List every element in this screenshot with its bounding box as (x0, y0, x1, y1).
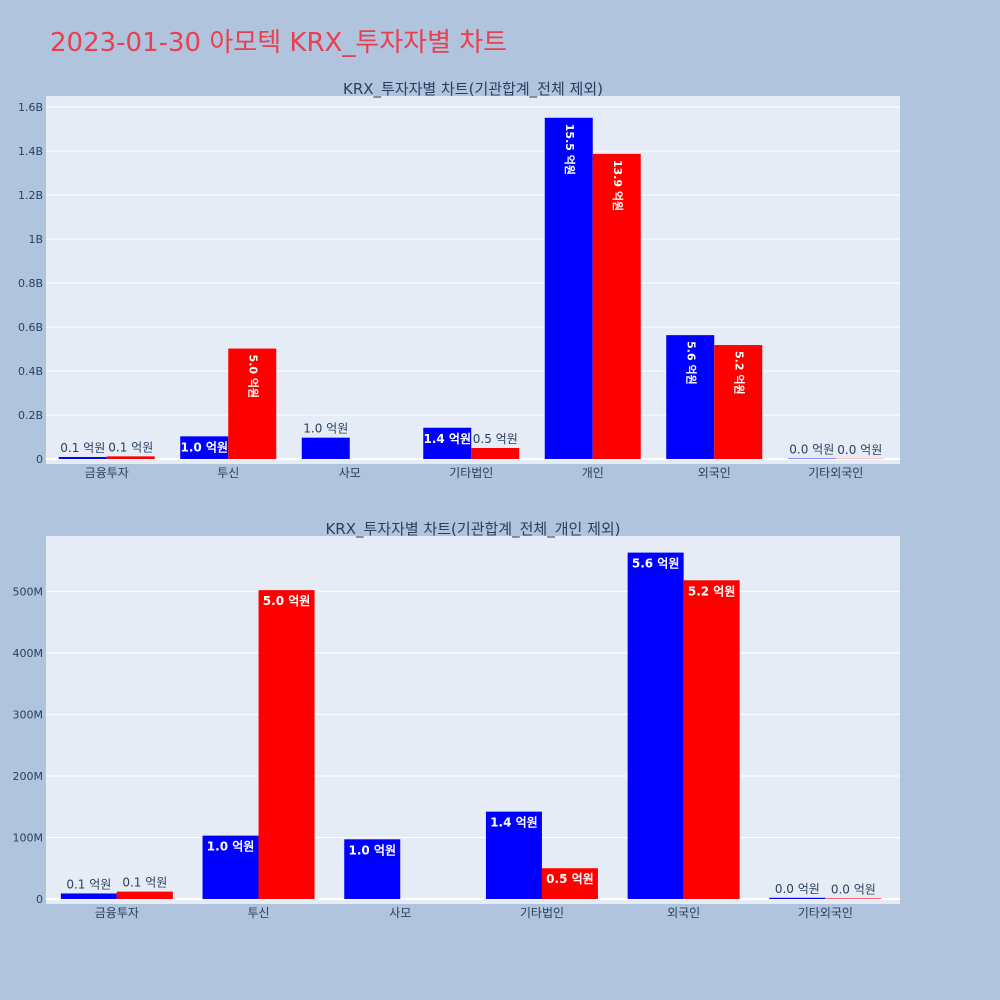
y-tick-label: 400M (13, 647, 44, 660)
data-label: 15.5 억원 (563, 124, 577, 175)
y-tick-label: 300M (13, 708, 44, 721)
bar-blue (202, 835, 259, 899)
bar-blue (58, 457, 107, 459)
data-label: 0.1 억원 (60, 441, 105, 455)
data-label: 5.6 억원 (632, 557, 680, 571)
x-tick-label: 기타외국인 (808, 466, 863, 480)
data-label: 0.0 억원 (831, 882, 876, 896)
x-tick-label: 투신 (248, 906, 270, 920)
data-label: 0.0 억원 (837, 443, 882, 457)
y-tick-label: 0.2B (18, 409, 43, 422)
bar-red (116, 891, 173, 899)
page-title: 2023-01-30 아모텍 KRX_투자자별 차트 (50, 28, 508, 58)
data-label: 5.0 억원 (246, 355, 260, 399)
data-label: 0.1 억원 (108, 440, 153, 454)
bar-red (714, 345, 763, 459)
bar-blue (769, 897, 826, 899)
y-tick-label: 1B (28, 233, 43, 246)
chart-1: KRX_투자자별 차트(기관합계_전체 제외) 0 0.2B 0.4B 0.6B 0.8B… (18, 80, 900, 480)
x-tick-label: 투신 (217, 466, 239, 480)
bar-blue (666, 335, 715, 459)
data-label: 5.0 억원 (263, 594, 311, 608)
y-tick-label: 1.2B (18, 189, 43, 202)
bar-blue (344, 839, 401, 899)
bar-red (825, 898, 882, 899)
y-tick-label: 0 (36, 893, 43, 906)
x-tick-label: 외국인 (667, 906, 700, 920)
x-tick-label: 개인 (582, 466, 604, 480)
y-tick-label: 0.6B (18, 321, 43, 334)
data-label: 0.1 억원 (122, 876, 167, 890)
data-label: 0.5 억원 (546, 872, 594, 886)
data-label: 5.6 억원 (684, 341, 698, 385)
x-tick-label: 금융투자 (95, 906, 139, 920)
y-tick-label: 0.4B (18, 365, 43, 378)
bar-red (258, 590, 315, 899)
data-label: 1.0 억원 (207, 840, 255, 854)
y-tick-label: 1.6B (18, 101, 43, 114)
x-tick-label: 사모 (339, 466, 361, 480)
data-label: 1.4 억원 (423, 432, 471, 446)
y-tick-label: 0.8B (18, 277, 43, 290)
data-label: 1.0 억원 (303, 422, 348, 436)
data-label: 0.0 억원 (775, 882, 820, 896)
x-tick-label: 기타외국인 (798, 906, 853, 920)
x-tick-label: 기타법인 (449, 466, 493, 480)
y-tick-label: 1.4B (18, 145, 43, 158)
bar-red (106, 456, 155, 459)
data-label: 5.2 억원 (732, 351, 746, 395)
bar-blue (423, 427, 472, 459)
data-label: 1.0 억원 (180, 440, 228, 454)
bar-red (592, 153, 641, 460)
bar-blue (180, 436, 229, 459)
bar-red (541, 868, 598, 899)
data-label: 0.0 억원 (789, 443, 834, 457)
bar-blue (60, 893, 117, 899)
y-tick-label: 200M (13, 770, 44, 783)
bar-blue (627, 552, 684, 899)
plot-area (46, 536, 900, 904)
x-tick-label: 기타법인 (520, 906, 564, 920)
data-label: 0.5 억원 (473, 432, 518, 446)
bar-red (683, 580, 740, 899)
y-tick-label: 100M (13, 831, 44, 844)
x-tick-label: 금융투자 (85, 466, 129, 480)
bar-red (228, 348, 277, 459)
data-label: 1.4 억원 (490, 816, 538, 830)
data-label: 0.1 억원 (66, 877, 111, 891)
x-tick-label: 사모 (389, 906, 411, 920)
x-tick-label: 외국인 (698, 466, 731, 480)
bar-blue (301, 437, 350, 459)
bar-blue (544, 117, 593, 459)
bar-blue (485, 811, 542, 899)
chart-2: KRX_투자자별 차트(기관합계_전체_개인 제외) 0 100M 200M 300M 4… (13, 520, 900, 920)
chart-title: KRX_투자자별 차트(기관합계_전체_개인 제외) (325, 520, 620, 539)
y-tick-label: 0 (36, 453, 43, 466)
chart-title: KRX_투자자별 차트(기관합계_전체 제외) (343, 80, 603, 99)
bar-red (471, 448, 520, 459)
data-label: 5.2 억원 (688, 584, 736, 598)
y-tick-label: 500M (13, 585, 44, 598)
data-label: 1.0 억원 (348, 843, 396, 857)
data-label: 13.9 억원 (611, 160, 625, 211)
